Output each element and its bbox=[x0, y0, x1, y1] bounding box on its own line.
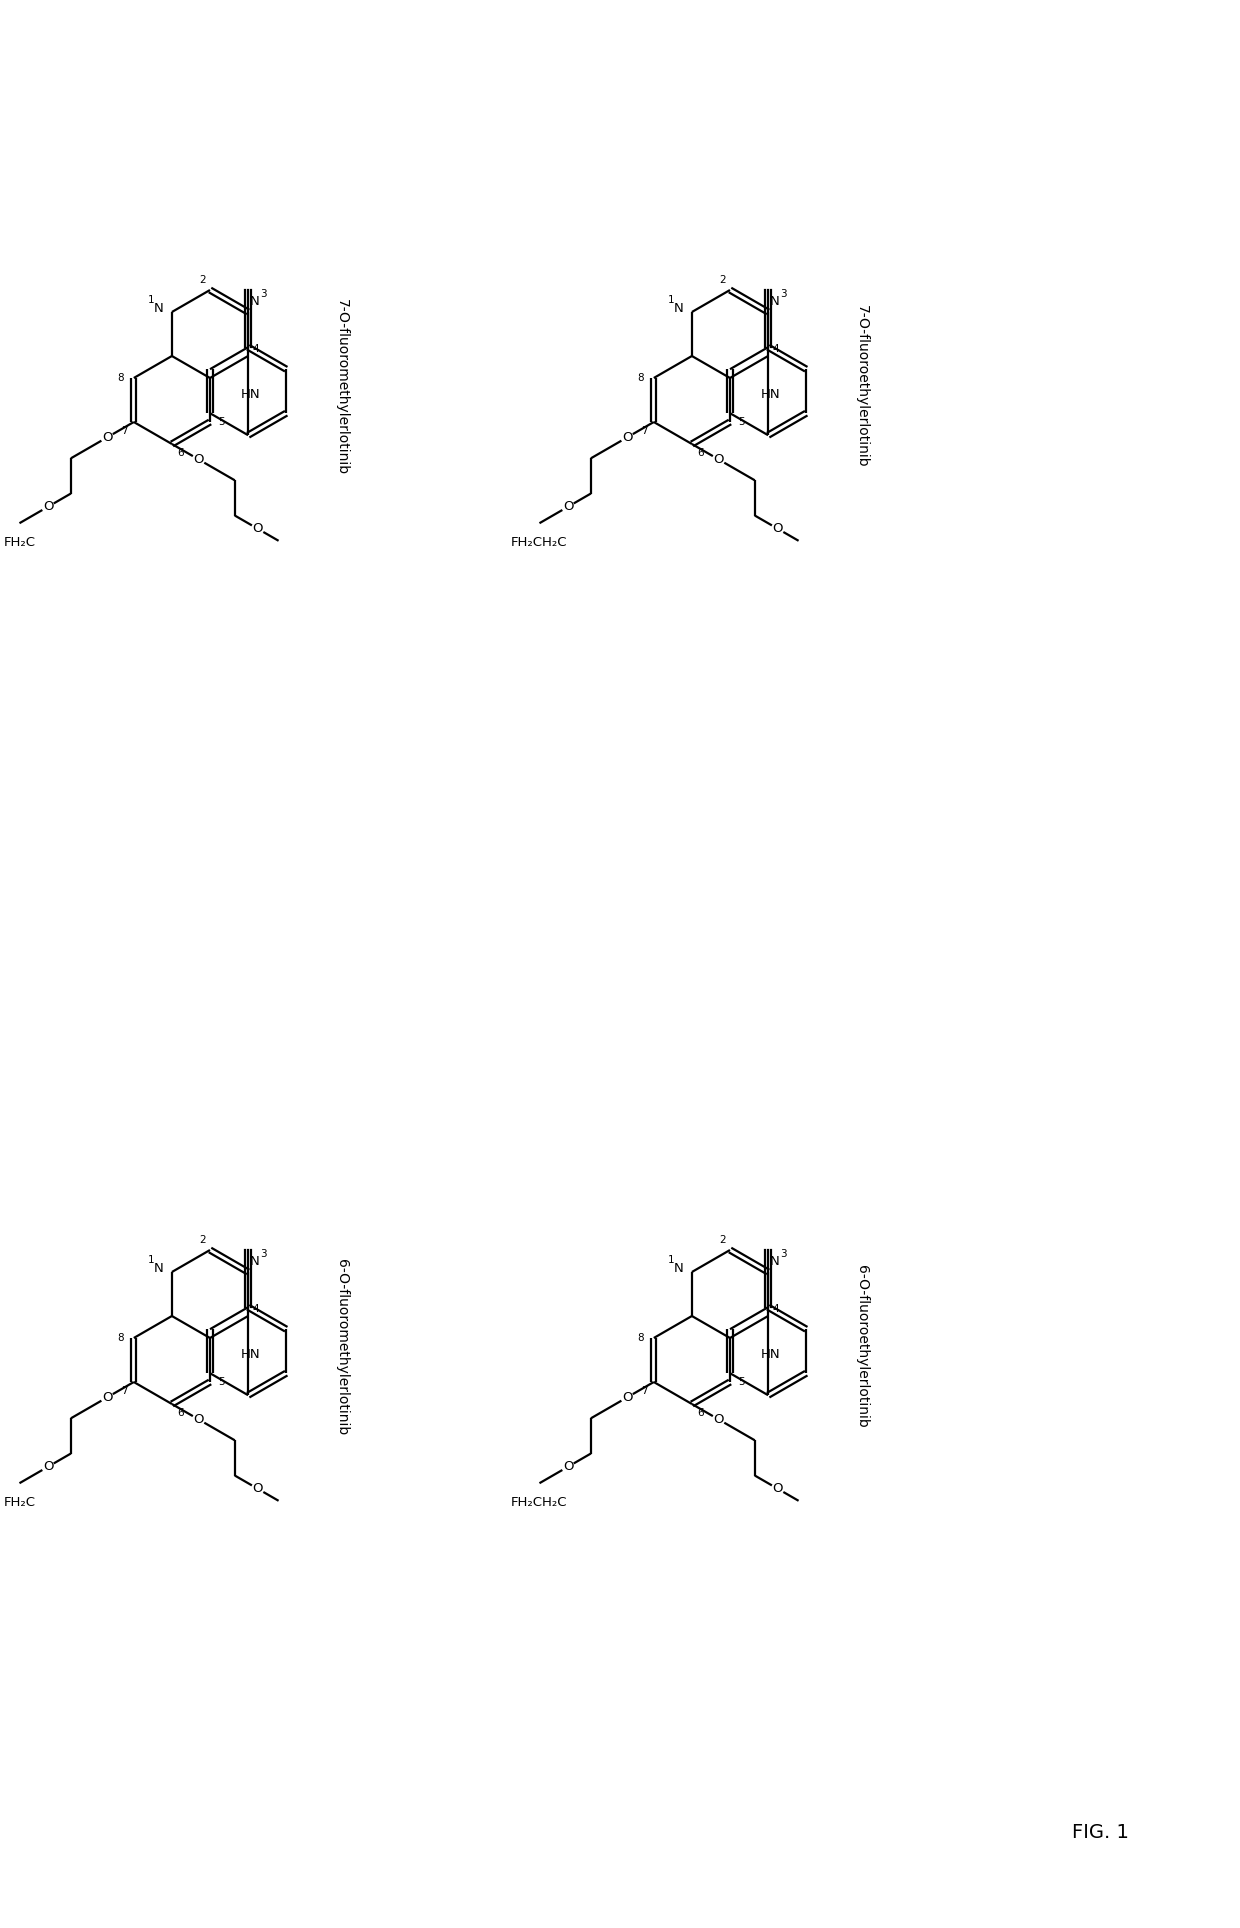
Text: 3: 3 bbox=[780, 289, 787, 299]
Text: N: N bbox=[154, 301, 164, 314]
Text: 1: 1 bbox=[148, 1255, 154, 1265]
Text: FH₂C: FH₂C bbox=[4, 536, 36, 549]
Text: O: O bbox=[43, 499, 53, 513]
Text: O: O bbox=[773, 1483, 782, 1496]
Text: 5: 5 bbox=[218, 1377, 224, 1386]
Text: 7: 7 bbox=[641, 1386, 649, 1396]
Text: 7: 7 bbox=[122, 426, 128, 436]
Text: O: O bbox=[43, 1459, 53, 1473]
Text: O: O bbox=[622, 430, 632, 443]
Text: 4: 4 bbox=[773, 1305, 779, 1315]
Text: 7-O-fluoromethylerlotinib: 7-O-fluoromethylerlotinib bbox=[335, 299, 348, 474]
Text: O: O bbox=[193, 1413, 203, 1427]
Text: N: N bbox=[675, 301, 683, 314]
Text: O: O bbox=[773, 522, 782, 536]
Text: 4: 4 bbox=[253, 345, 259, 355]
Text: 7-O-fluoroethylerlotinib: 7-O-fluoroethylerlotinib bbox=[856, 305, 869, 469]
Text: 3: 3 bbox=[260, 1249, 267, 1259]
Text: 2: 2 bbox=[198, 274, 206, 285]
Text: HN: HN bbox=[760, 1348, 780, 1361]
Text: N: N bbox=[154, 1261, 164, 1274]
Text: 4: 4 bbox=[253, 1305, 259, 1315]
Text: 1: 1 bbox=[667, 1255, 675, 1265]
Text: FH₂C: FH₂C bbox=[4, 1496, 36, 1510]
Text: O: O bbox=[253, 522, 263, 536]
Text: O: O bbox=[102, 430, 113, 443]
Text: 6: 6 bbox=[177, 1407, 185, 1419]
Text: 3: 3 bbox=[260, 289, 267, 299]
Text: O: O bbox=[253, 1483, 263, 1496]
Text: 6: 6 bbox=[698, 1407, 704, 1419]
Text: N: N bbox=[770, 295, 780, 308]
Text: 8: 8 bbox=[637, 372, 644, 384]
Text: 7: 7 bbox=[122, 1386, 128, 1396]
Text: 5: 5 bbox=[738, 416, 745, 426]
Text: 4: 4 bbox=[773, 345, 779, 355]
Text: 8: 8 bbox=[118, 372, 124, 384]
Text: 1: 1 bbox=[148, 295, 154, 305]
Text: 2: 2 bbox=[198, 1234, 206, 1245]
Text: O: O bbox=[563, 1459, 573, 1473]
Text: N: N bbox=[249, 1255, 259, 1269]
Text: 5: 5 bbox=[218, 416, 224, 426]
Text: 8: 8 bbox=[637, 1332, 644, 1344]
Text: O: O bbox=[713, 1413, 724, 1427]
Text: 6: 6 bbox=[698, 447, 704, 459]
Text: 8: 8 bbox=[118, 1332, 124, 1344]
Text: N: N bbox=[770, 1255, 780, 1269]
Text: 5: 5 bbox=[738, 1377, 745, 1386]
Text: N: N bbox=[249, 295, 259, 308]
Text: 3: 3 bbox=[780, 1249, 787, 1259]
Text: HN: HN bbox=[241, 1348, 260, 1361]
Text: 2: 2 bbox=[719, 274, 725, 285]
Text: 2: 2 bbox=[719, 1234, 725, 1245]
Text: O: O bbox=[102, 1390, 113, 1404]
Text: FH₂CH₂C: FH₂CH₂C bbox=[511, 536, 568, 549]
Text: O: O bbox=[622, 1390, 632, 1404]
Text: N: N bbox=[675, 1261, 683, 1274]
Text: 6-O-fluoromethylerlotinib: 6-O-fluoromethylerlotinib bbox=[335, 1259, 348, 1434]
Text: 6-O-fluoroethylerlotinib: 6-O-fluoroethylerlotinib bbox=[856, 1265, 869, 1429]
Text: 1: 1 bbox=[667, 295, 675, 305]
Text: O: O bbox=[713, 453, 724, 467]
Text: FIG. 1: FIG. 1 bbox=[1071, 1824, 1128, 1843]
Text: FH₂CH₂C: FH₂CH₂C bbox=[511, 1496, 568, 1510]
Text: 7: 7 bbox=[641, 426, 649, 436]
Text: O: O bbox=[193, 453, 203, 467]
Text: O: O bbox=[563, 499, 573, 513]
Text: HN: HN bbox=[241, 388, 260, 401]
Text: HN: HN bbox=[760, 388, 780, 401]
Text: 6: 6 bbox=[177, 447, 185, 459]
